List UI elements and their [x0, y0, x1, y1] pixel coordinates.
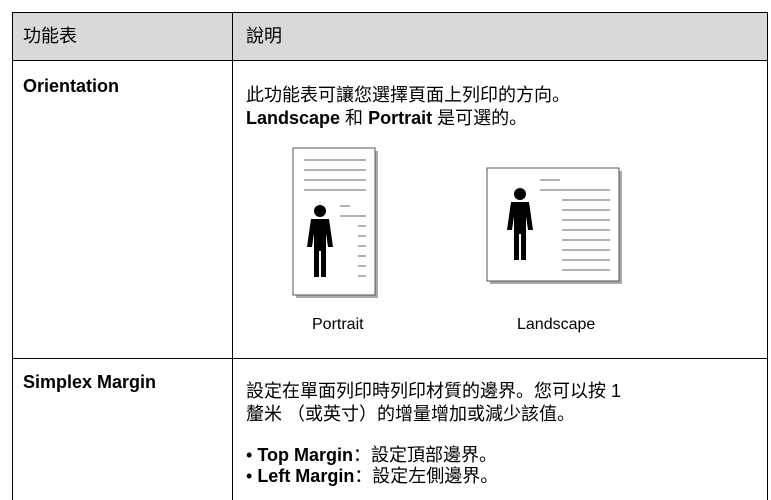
text: 是可選的。	[432, 108, 528, 128]
rule	[12, 60, 768, 61]
bullet-text: ：設定頂部邊界。	[352, 445, 497, 465]
rule	[12, 12, 13, 500]
bullet: • Top Margin：設定頂部邊界。	[246, 445, 497, 465]
landscape-icon	[486, 167, 622, 284]
description: 此功能表可讓您選擇頁面上列印的方向。	[246, 85, 570, 105]
bullet-text: ：設定左側邊界。	[354, 466, 499, 486]
menu-name: Simplex Margin	[23, 372, 157, 392]
figure-caption: Landscape	[517, 316, 596, 333]
text: 和	[340, 108, 369, 128]
description-line: 釐米 （或英寸）的增量增加或減少該值。	[246, 404, 575, 424]
options: Landscape 和 Portrait 是可選的。	[246, 107, 527, 129]
figure-caption: Portrait	[312, 316, 364, 333]
rule	[12, 358, 768, 359]
rule	[767, 12, 768, 500]
option: Portrait	[368, 108, 433, 128]
portrait-icon	[292, 147, 378, 298]
option: Landscape	[246, 108, 341, 128]
header-cell: 功能表	[23, 26, 77, 46]
rule	[232, 12, 233, 500]
bullet: • Left Margin：設定左側邊界。	[246, 466, 499, 486]
rule	[12, 12, 768, 13]
description-line: 設定在單面列印時列印材質的邊界。您可以按 1	[246, 381, 622, 401]
bullet-term: Top Margin	[257, 445, 353, 465]
menu-name: Orientation	[23, 76, 120, 96]
header-cell: 說明	[246, 26, 282, 46]
header-bg	[12, 12, 767, 60]
bullet-term: Left Margin	[257, 466, 355, 486]
